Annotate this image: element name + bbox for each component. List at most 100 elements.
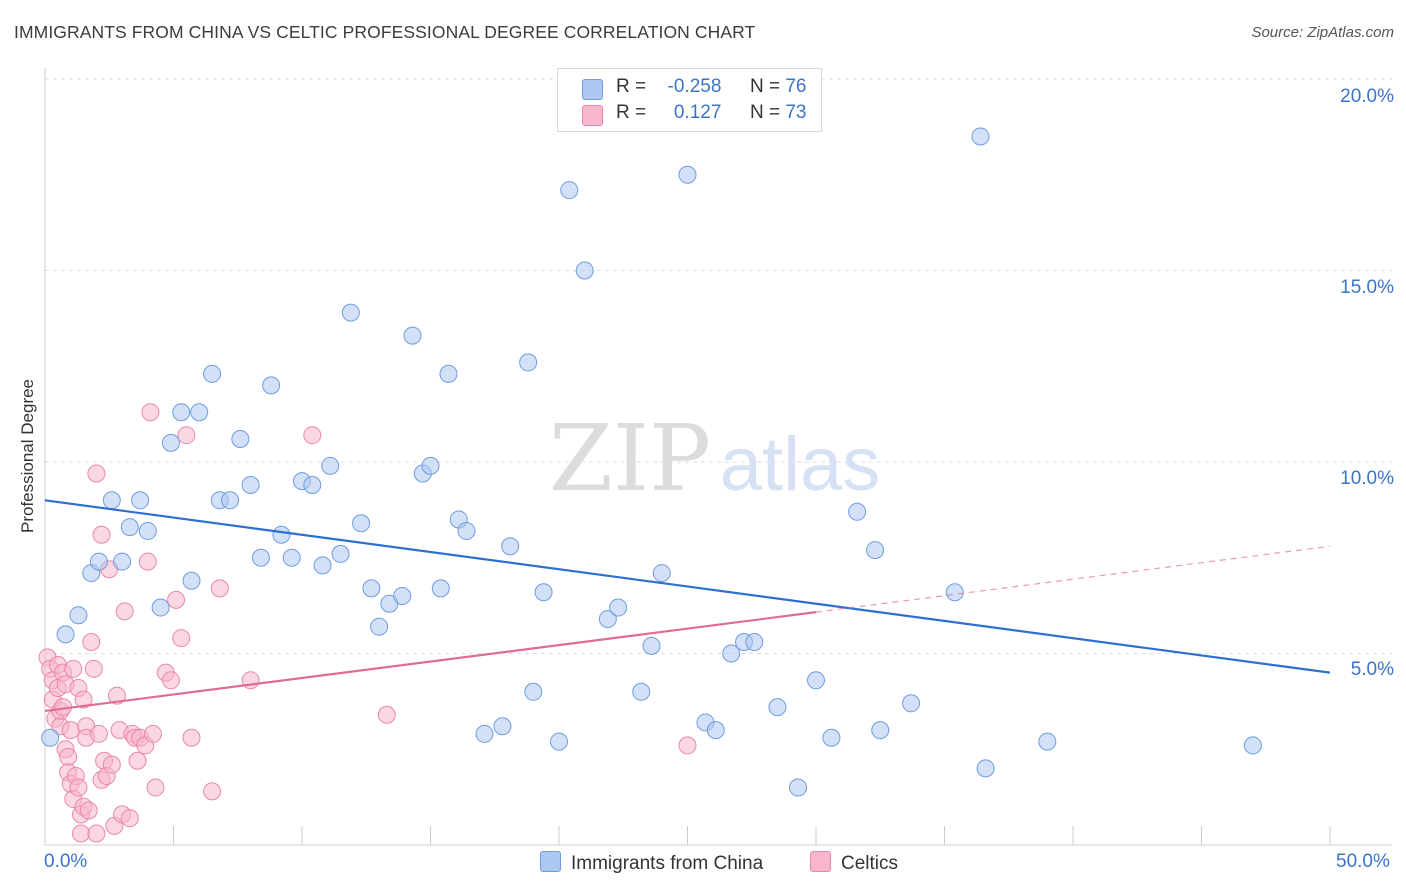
celtics-point: [64, 659, 83, 678]
china-point: [550, 732, 568, 751]
china-point: [241, 475, 260, 494]
china-point: [457, 521, 476, 540]
china-point: [431, 579, 450, 598]
china-point: [421, 456, 440, 475]
china-point: [56, 625, 75, 644]
legend-n-value: 73: [785, 102, 807, 123]
celtics-point: [141, 403, 160, 422]
china-point: [182, 571, 201, 590]
celtics-point: [182, 728, 201, 747]
china-point: [251, 548, 270, 567]
china-point: [138, 521, 157, 540]
china-point: [221, 491, 240, 510]
celtics-point: [203, 782, 222, 801]
trend-lines: [44, 499, 1331, 713]
celtics-point: [146, 778, 165, 797]
china-point: [848, 502, 867, 521]
china-point: [524, 682, 543, 701]
china-point: [475, 724, 494, 743]
china-point: [362, 579, 381, 598]
axes: [44, 68, 1392, 846]
celtics-point: [102, 755, 121, 774]
legend-r-label: R =: [616, 102, 647, 123]
celtics-point: [84, 659, 103, 678]
china-point: [303, 475, 322, 494]
china-point: [161, 433, 180, 452]
china-point: [1038, 732, 1057, 751]
china-point: [272, 525, 291, 544]
china-point: [976, 759, 995, 778]
celtics-point: [61, 721, 80, 740]
watermark-atlas: atlas: [720, 422, 881, 507]
grid-lines: [45, 78, 1392, 654]
china-point: [501, 537, 520, 556]
china-point: [560, 181, 579, 200]
china-point: [866, 541, 885, 560]
china-trend-line: [44, 499, 1331, 674]
china-point: [113, 552, 132, 571]
watermark: ZIP atlas: [549, 405, 880, 512]
china-point: [370, 617, 389, 636]
x-tick-label: 0.0%: [44, 851, 88, 872]
y-tick-label: 20.0%: [1340, 86, 1394, 107]
x-tick-label: 50.0%: [1336, 851, 1390, 872]
china-point: [190, 403, 209, 422]
chart-title: IMMIGRANTS FROM CHINA VS CELTIC PROFESSI…: [14, 22, 756, 42]
china-point: [203, 364, 222, 383]
china-point: [822, 728, 841, 747]
china-point: [331, 544, 350, 563]
china-point: [575, 261, 594, 280]
celtics-point: [115, 602, 134, 621]
china-point: [262, 376, 281, 395]
china-point: [102, 491, 121, 510]
celtics-trend-line: [44, 611, 817, 713]
y-tick-label: 15.0%: [1340, 277, 1394, 298]
celtics-point: [303, 426, 322, 445]
china-point: [598, 610, 617, 629]
celtics-point: [87, 464, 106, 483]
celtics-point: [138, 552, 157, 571]
y-tick-label: 5.0%: [1350, 659, 1394, 680]
celtics-point: [87, 824, 106, 843]
celtics-point: [177, 426, 196, 445]
china-point: [393, 587, 412, 606]
legend-swatch-pink: [582, 105, 603, 126]
china-point: [609, 598, 628, 617]
source-label: Source: ZipAtlas.com: [1251, 24, 1394, 41]
watermark-zip: ZIP: [549, 405, 711, 512]
bottom-legend-china: Immigrants from China: [540, 851, 763, 875]
celtics-points: [38, 403, 697, 843]
celtics-point: [82, 633, 101, 652]
legend-swatch-blue: [582, 79, 603, 100]
celtics-point: [128, 751, 147, 770]
china-point: [321, 456, 340, 475]
china-point: [722, 644, 741, 663]
china-point: [534, 583, 553, 602]
bottom-legend-label: Immigrants from China: [571, 853, 764, 874]
china-point: [768, 698, 787, 717]
celtics-point: [172, 629, 191, 648]
china-point: [41, 728, 60, 747]
legend-r-value: -0.258: [667, 76, 722, 97]
china-point: [945, 583, 964, 602]
bottom-legend-label: Celtics: [841, 853, 899, 874]
celtics-point: [107, 686, 126, 705]
celtics-point: [678, 736, 697, 755]
china-point: [493, 717, 512, 736]
china-point: [172, 403, 191, 422]
celtics-point: [167, 590, 186, 609]
china-point: [789, 778, 808, 797]
china-point: [151, 598, 170, 617]
china-point: [352, 514, 371, 533]
celtics-point: [79, 801, 98, 820]
china-point: [131, 491, 150, 510]
china-points: [41, 127, 1262, 797]
china-point: [642, 636, 661, 655]
bottom-legend: Immigrants from China Celtics: [0, 851, 1406, 877]
china-point: [652, 564, 671, 583]
celtics-point: [69, 778, 88, 797]
china-point: [519, 353, 538, 372]
celtics-point: [377, 705, 396, 724]
china-point: [282, 548, 301, 567]
celtics-point: [143, 724, 162, 743]
